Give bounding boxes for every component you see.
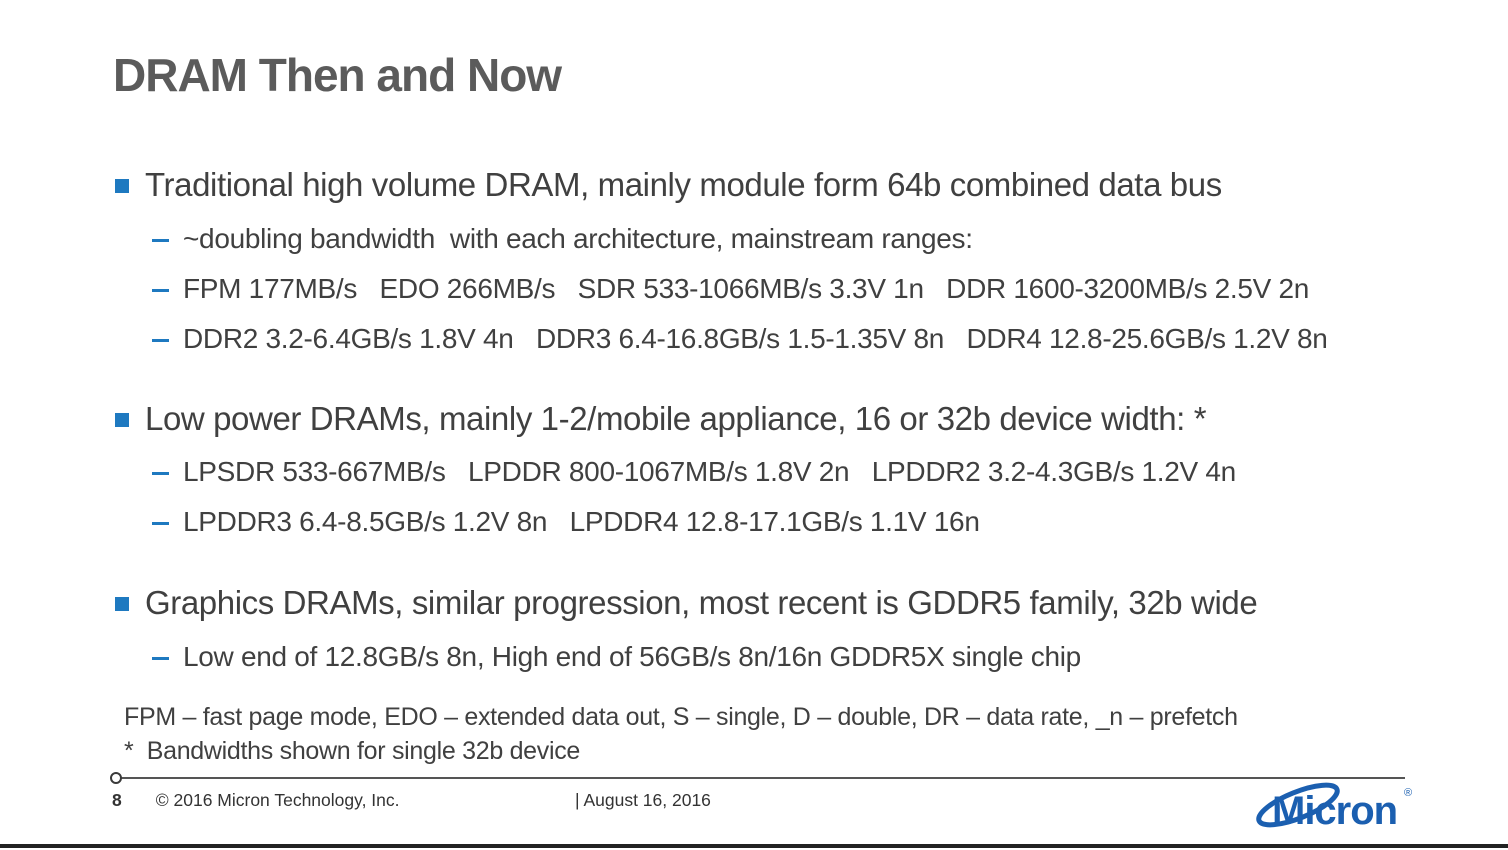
dash-bullet-icon (152, 656, 169, 660)
sub-bullet-text: Low end of 12.8GB/s 8n, High end of 56GB… (183, 641, 1081, 672)
dash-bullet-icon (152, 288, 169, 292)
sub-bullet-row: ~doubling bandwidth with each architectu… (152, 223, 973, 255)
sub-bullet-row: LPSDR 533-667MB/s LPDDR 800-1067MB/s 1.8… (152, 456, 1236, 488)
bullet-row: Graphics DRAMs, similar progression, mos… (115, 584, 1258, 622)
logo-swoosh-ellipse-icon (1256, 782, 1340, 828)
footer-date: | August 16, 2016 (575, 790, 711, 810)
dash-bullet-icon (152, 338, 169, 342)
footer: 8 © 2016 Micron Technology, Inc. (112, 790, 400, 811)
dash-bullet-icon (152, 238, 169, 242)
dash-bullet-icon (152, 471, 169, 475)
bullet-row: Traditional high volume DRAM, mainly mod… (115, 166, 1222, 204)
footer-divider-line (118, 777, 1405, 779)
square-bullet-icon (115, 597, 129, 611)
page-number: 8 (112, 790, 122, 810)
sub-bullet-text: LPDDR3 6.4-8.5GB/s 1.2V 8n LPDDR4 12.8-1… (183, 506, 980, 537)
slide-bottom-edge (0, 844, 1508, 848)
bullet-heading: Low power DRAMs, mainly 1-2/mobile appli… (145, 400, 1207, 437)
sub-bullet-text: ~doubling bandwidth with each architectu… (183, 223, 973, 254)
sub-bullet-row: FPM 177MB/s EDO 266MB/s SDR 533-1066MB/s… (152, 273, 1309, 305)
dash-bullet-icon (152, 521, 169, 525)
sub-bullet-text: FPM 177MB/s EDO 266MB/s SDR 533-1066MB/s… (183, 273, 1310, 304)
footnote-abbreviations: FPM – fast page mode, EDO – extended dat… (124, 703, 1238, 731)
sub-bullet-text: LPSDR 533-667MB/s LPDDR 800-1067MB/s 1.8… (183, 456, 1236, 487)
logo-wordmark: Micron (1272, 789, 1397, 833)
bullet-heading: Graphics DRAMs, similar progression, mos… (145, 584, 1258, 621)
bullet-row: Low power DRAMs, mainly 1-2/mobile appli… (115, 400, 1207, 438)
registered-trademark-symbol: ® (1404, 787, 1412, 799)
bullet-heading: Traditional high volume DRAM, mainly mod… (145, 166, 1222, 203)
square-bullet-icon (115, 413, 129, 427)
sub-bullet-row: Low end of 12.8GB/s 8n, High end of 56GB… (152, 641, 1081, 673)
sub-bullet-row: LPDDR3 6.4-8.5GB/s 1.2V 8n LPDDR4 12.8-1… (152, 506, 980, 538)
page-title: DRAM Then and Now (113, 49, 562, 101)
footnote-asterisk: * Bandwidths shown for single 32b device (124, 737, 581, 765)
copyright-text: © 2016 Micron Technology, Inc. (155, 790, 400, 810)
micron-logo: Micron ® (1256, 782, 1412, 833)
sub-bullet-text: DDR2 3.2-6.4GB/s 1.8V 4n DDR3 6.4-16.8GB… (183, 323, 1328, 354)
square-bullet-icon (115, 179, 129, 193)
sub-bullet-row: DDR2 3.2-6.4GB/s 1.8V 4n DDR3 6.4-16.8GB… (152, 323, 1328, 355)
footer-divider-dot (110, 772, 122, 784)
